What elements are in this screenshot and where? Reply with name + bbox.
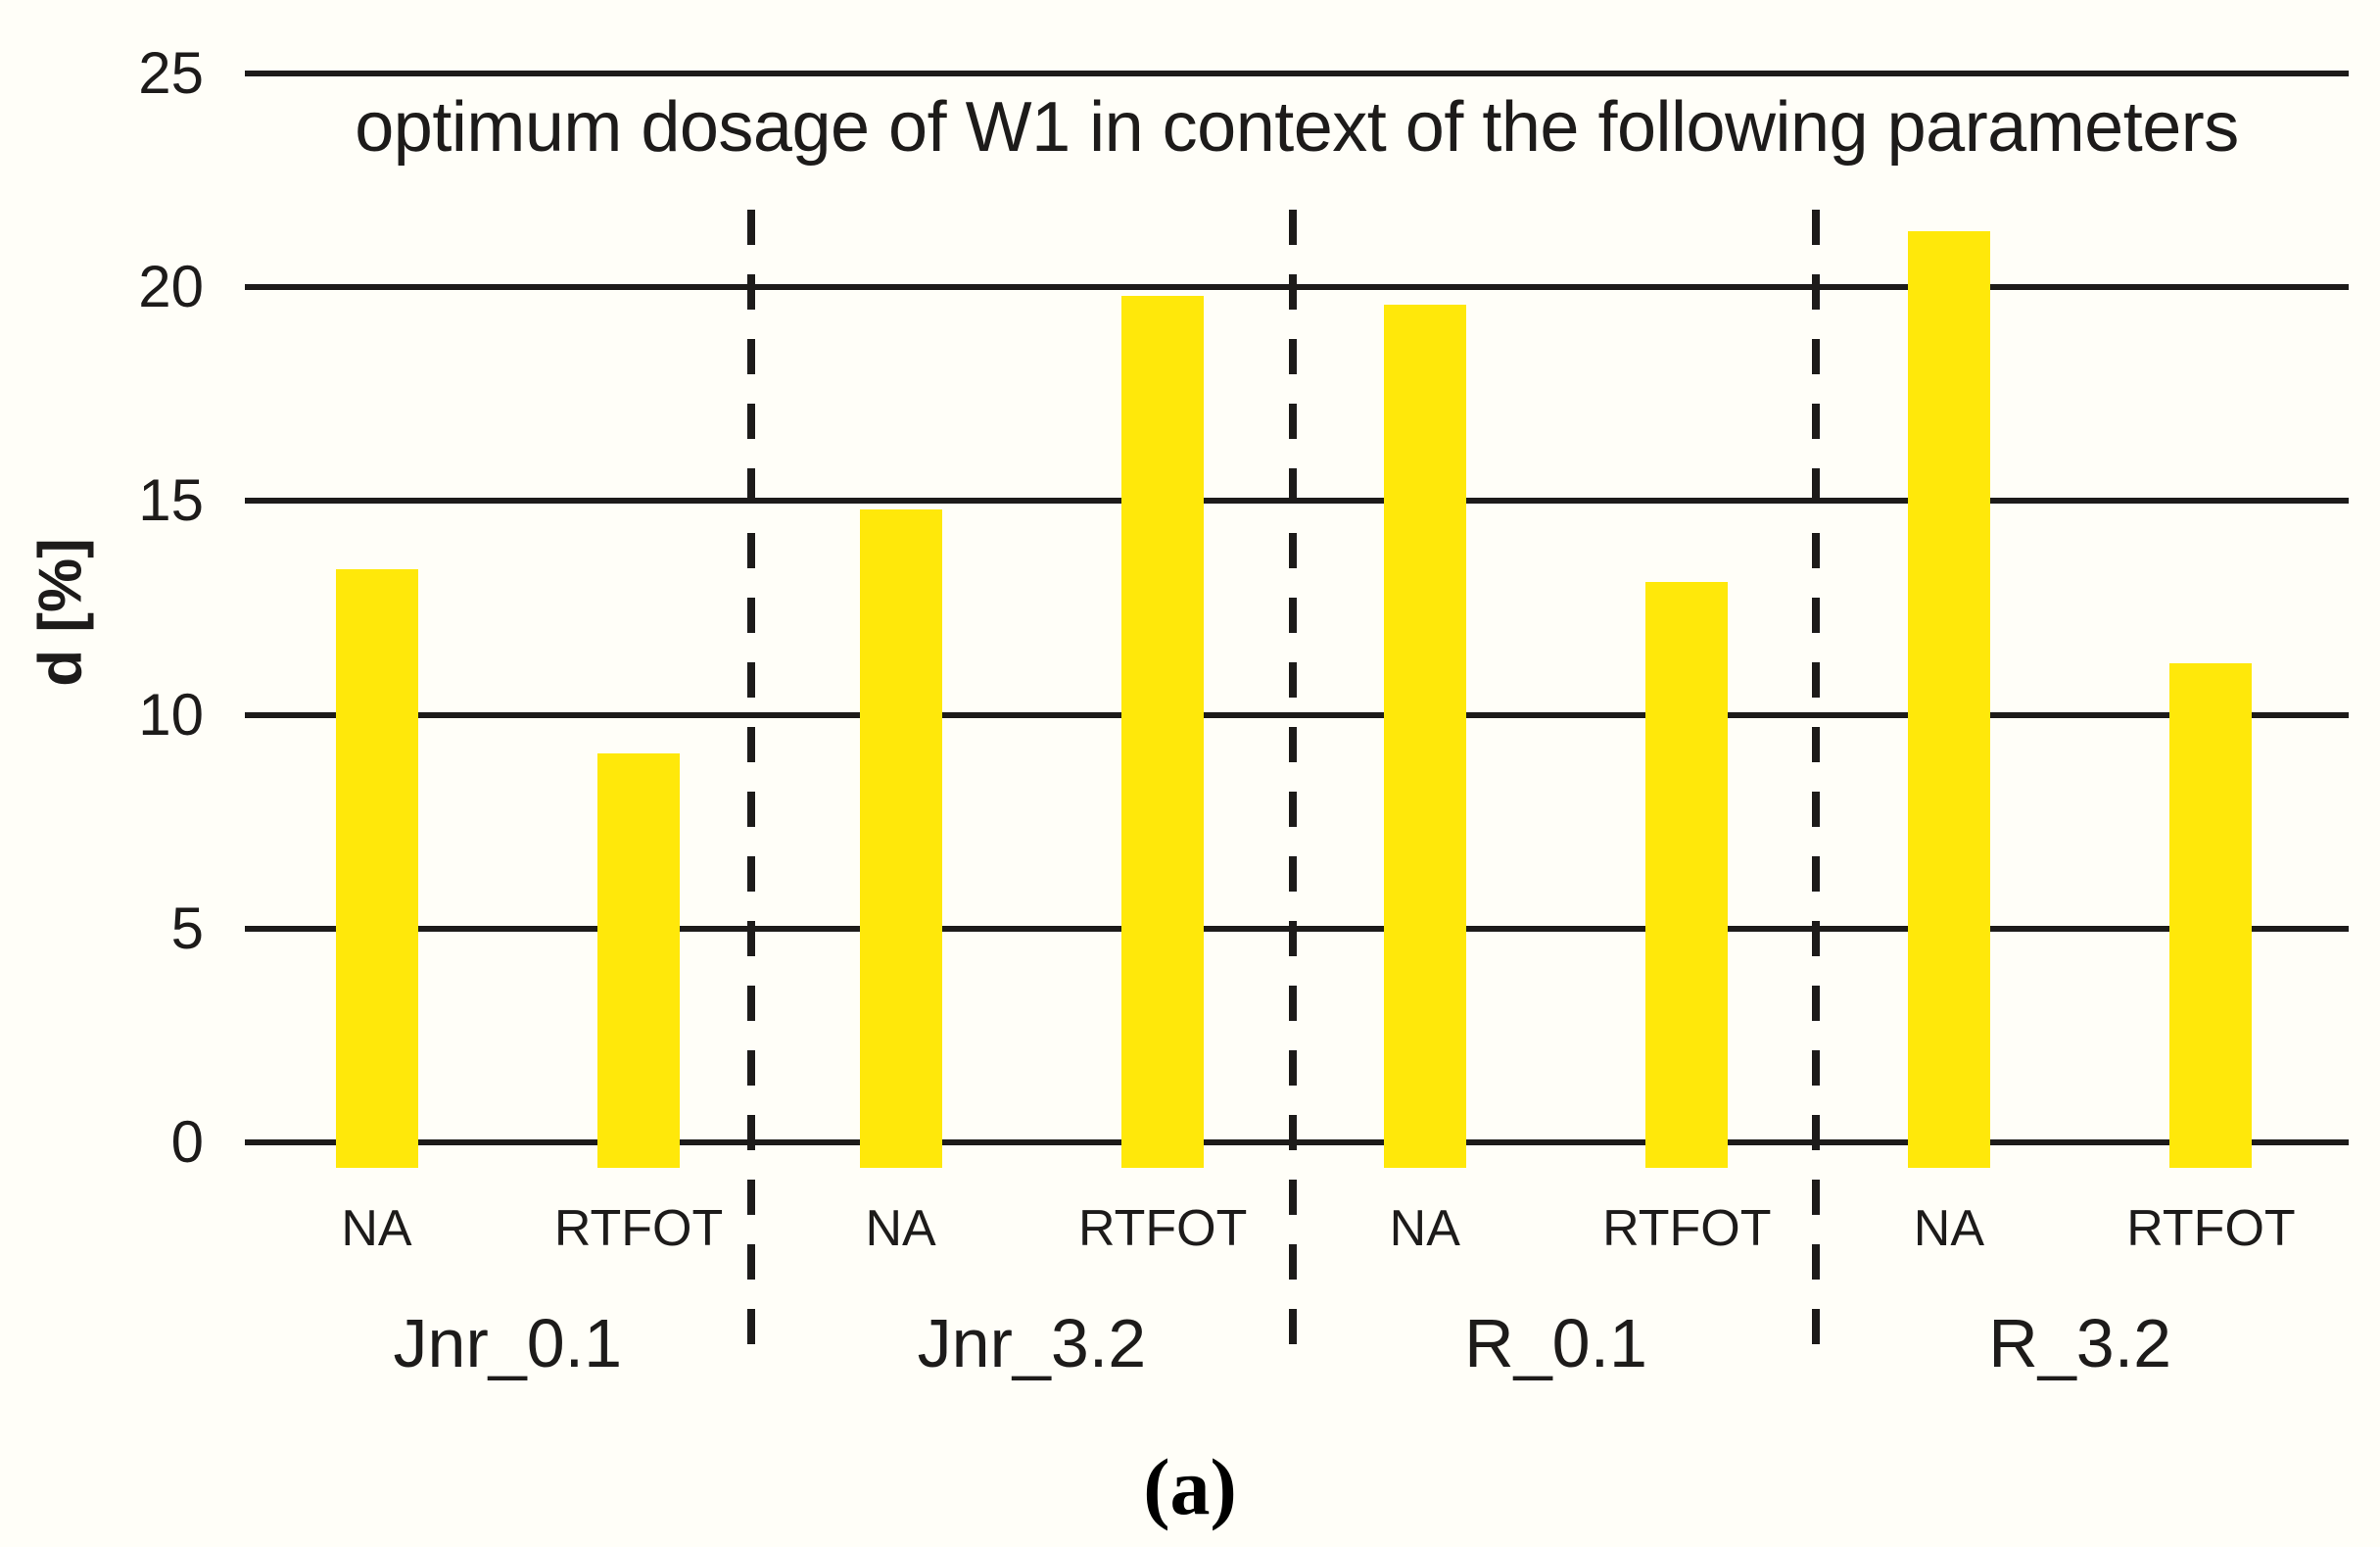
x-tick-label-r-3-2-na: NA bbox=[1913, 1200, 1985, 1257]
bar-r-0-1-na bbox=[1383, 305, 1466, 1168]
y-tick-label-25: 25 bbox=[138, 40, 204, 106]
y-axis-label: d [%] bbox=[26, 538, 95, 687]
y-tick-label-20: 20 bbox=[138, 254, 204, 319]
gridline-0 bbox=[245, 1139, 2349, 1145]
gridline-10 bbox=[245, 712, 2349, 718]
gridline-20 bbox=[245, 284, 2349, 290]
group-separator-2 bbox=[1289, 210, 1297, 1352]
y-tick-label-10: 10 bbox=[138, 682, 204, 748]
bar-r-3-2-rtfot bbox=[2169, 663, 2253, 1168]
x-tick-label-r-0-1-na: NA bbox=[1389, 1200, 1460, 1257]
bar-r-0-1-rtfot bbox=[1645, 582, 1729, 1168]
figure-caption: (a) bbox=[1143, 1442, 1237, 1531]
group-label-jnr-0-1: Jnr_0.1 bbox=[393, 1305, 623, 1381]
chart-title: optimum dosage of W1 in context of the f… bbox=[355, 88, 2239, 167]
bar-jnr-0-1-rtfot bbox=[597, 753, 681, 1168]
y-tick-label-15: 15 bbox=[138, 467, 204, 533]
x-tick-label-jnr-0-1-na: NA bbox=[341, 1200, 412, 1257]
x-tick-label-r-3-2-rtfot: RTFOT bbox=[2126, 1200, 2296, 1257]
bar-r-3-2-na bbox=[1907, 231, 1990, 1168]
x-tick-label-jnr-0-1-rtfot: RTFOT bbox=[553, 1200, 724, 1257]
group-separator-3 bbox=[1812, 210, 1820, 1352]
x-tick-label-jnr-3-2-na: NA bbox=[865, 1200, 936, 1257]
gridline-25 bbox=[245, 71, 2349, 76]
bar-jnr-3-2-na bbox=[859, 509, 942, 1168]
group-separator-1 bbox=[747, 210, 755, 1352]
bar-jnr-0-1-na bbox=[335, 569, 418, 1168]
y-tick-label-5: 5 bbox=[170, 895, 204, 961]
x-tick-label-jnr-3-2-rtfot: RTFOT bbox=[1078, 1200, 1248, 1257]
gridline-5 bbox=[245, 926, 2349, 932]
group-label-jnr-3-2: Jnr_3.2 bbox=[917, 1305, 1147, 1381]
bar-jnr-3-2-rtfot bbox=[1121, 296, 1205, 1168]
x-tick-label-r-0-1-rtfot: RTFOT bbox=[1602, 1200, 1772, 1257]
group-label-r-3-2: R_3.2 bbox=[1988, 1305, 2172, 1381]
gridline-15 bbox=[245, 498, 2349, 504]
y-tick-label-0: 0 bbox=[170, 1109, 204, 1175]
group-label-r-0-1: R_0.1 bbox=[1464, 1305, 1647, 1381]
